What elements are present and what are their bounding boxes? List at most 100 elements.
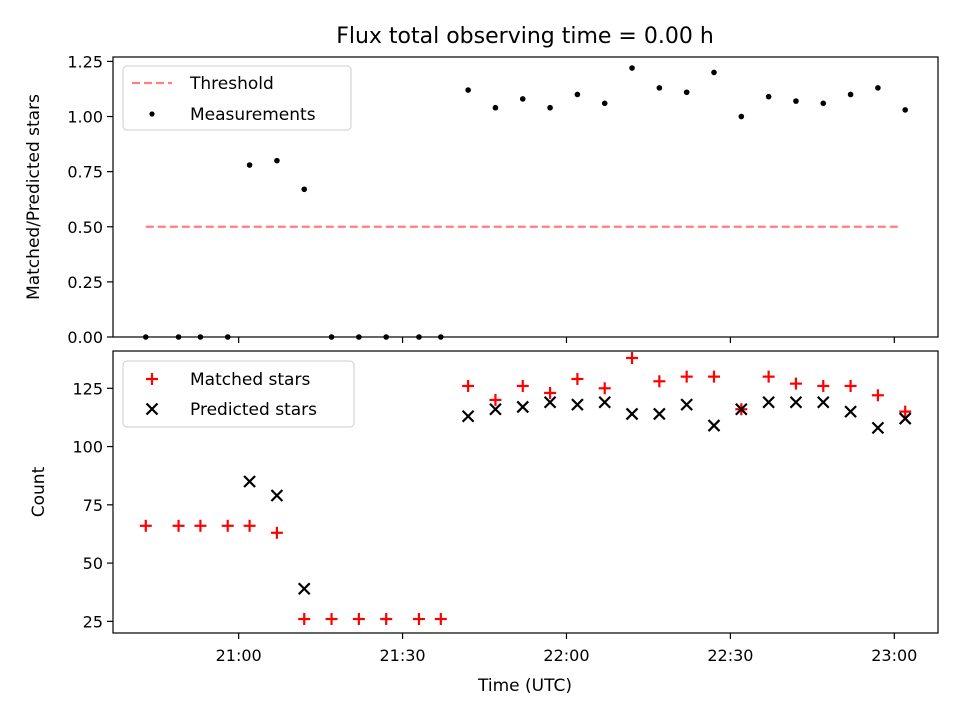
ratio-axes: 0.00 0.25 0.50 0.75 1.00 1.25 Matched/Predict… [24, 52, 939, 347]
legend-x-marker [145, 402, 159, 416]
count-y-tick-label: 75 [83, 496, 103, 515]
matched-star-point [626, 351, 639, 364]
x-marker-b [489, 402, 502, 416]
matched-star-point [762, 370, 775, 383]
predicted-star-point [489, 402, 502, 416]
x-marker-b [598, 395, 611, 409]
measurement-point [820, 100, 827, 107]
measurement-point [902, 107, 909, 113]
count-x-tick-label: 22:00 [543, 646, 589, 665]
predicted-star-point [707, 419, 721, 432]
count-legend-box [122, 360, 355, 428]
x-marker-b [898, 412, 912, 425]
x-marker-b [270, 489, 284, 502]
count-axes: 25 50 75 100 125 21:00 21:30 22:00 22:30 23:00 C… [29, 350, 939, 696]
x-marker-b [707, 419, 721, 432]
x-marker-b [816, 395, 830, 409]
legend-matched-swatch [146, 373, 158, 385]
ratio-y-tick-label: 1.00 [67, 108, 103, 127]
ratio-y-tick-label: 0.25 [67, 273, 103, 292]
x-axis-label: Time (UTC) [477, 676, 572, 696]
x-marker-b [243, 475, 256, 488]
matched-star-point [298, 613, 311, 626]
legend-measurements-swatch [149, 111, 155, 117]
predicted-star-point [243, 475, 256, 488]
legend-measurements-label: Measurements [190, 105, 316, 125]
x-marker-b [871, 421, 885, 435]
predicted-star-point [297, 582, 311, 595]
measurement-point [465, 87, 471, 93]
legend-plus-marker [146, 373, 158, 385]
matched-star-point [194, 519, 207, 532]
matched-star-point [789, 377, 802, 390]
count-x-tick-label: 22:30 [707, 646, 753, 665]
count-y-tick-label: 100 [72, 438, 103, 457]
count-x-tick-label: 23:00 [871, 646, 917, 665]
predicted-star-point [270, 489, 284, 502]
predicted-star-point [625, 407, 639, 421]
matched-star-point [221, 519, 234, 532]
measurement-point [875, 85, 881, 91]
matched-star-point [653, 375, 666, 388]
predicted-star-point [653, 407, 666, 421]
measurement-point [629, 65, 635, 71]
measurement-point [519, 96, 526, 102]
matched-star-points [139, 351, 912, 626]
x-marker-b [461, 409, 475, 423]
measurement-point [656, 85, 663, 91]
measurement-point [574, 91, 581, 98]
count-y-tick-label: 50 [83, 554, 103, 573]
x-marker-b [543, 395, 557, 409]
legend-threshold-label: Threshold [189, 74, 274, 94]
measurement-point [711, 69, 717, 76]
predicted-star-point [789, 395, 803, 409]
predicted-star-point [762, 395, 775, 409]
x-marker-b [145, 402, 159, 416]
matched-star-point [544, 386, 557, 399]
legend-matched-label: Matched stars [190, 370, 310, 390]
count-y-tick-label: 25 [83, 612, 103, 631]
ratio-y-label: Matched/Predicted stars [24, 94, 44, 300]
count-y-ticks: 25 50 75 100 125 [72, 379, 113, 631]
ratio-x-ticks [238, 337, 895, 343]
count-x-tick-label: 21:00 [216, 646, 262, 665]
ratio-legend-box [122, 65, 352, 131]
measurement-point [492, 104, 499, 111]
measurement-points [142, 65, 909, 340]
ratio-legend: Threshold Measurements [122, 65, 352, 131]
measurement-point [738, 113, 745, 120]
predicted-star-point [871, 421, 885, 435]
measurement-point [847, 91, 854, 98]
predicted-star-point [598, 395, 611, 409]
matched-star-point [817, 379, 830, 392]
matched-star-point [516, 379, 529, 392]
count-axes-frame [112, 350, 939, 634]
measurement-point [547, 104, 553, 111]
predicted-star-points [243, 395, 912, 595]
matched-star-point [871, 389, 884, 402]
x-marker-b [297, 582, 311, 595]
x-marker-b [653, 407, 666, 421]
x-marker-b [735, 402, 748, 416]
legend-predicted-label: Predicted stars [190, 400, 317, 420]
count-x-ticks: 21:00 21:30 22:00 22:30 23:00 [216, 633, 917, 665]
matched-star-point [899, 405, 912, 418]
matched-star-point [598, 382, 611, 395]
matched-star-point [489, 393, 502, 406]
count-x-tick-label: 21:30 [380, 646, 426, 665]
measurement-point [683, 89, 690, 96]
matched-star-point [707, 370, 720, 383]
matched-star-point [139, 519, 152, 532]
matched-star-point [412, 613, 425, 626]
x-marker-b [762, 395, 775, 409]
count-legend: Matched stars Predicted stars [122, 360, 355, 428]
x-marker-b [789, 395, 803, 409]
measurement-point [601, 100, 608, 107]
matched-star-point [243, 519, 256, 532]
count-y-tick-label: 125 [72, 379, 103, 398]
ratio-y-tick-label: 0.75 [67, 163, 103, 182]
matched-star-point [462, 379, 475, 392]
matched-star-point [844, 379, 857, 392]
matched-star-point [434, 613, 447, 626]
x-marker-b [516, 400, 530, 414]
